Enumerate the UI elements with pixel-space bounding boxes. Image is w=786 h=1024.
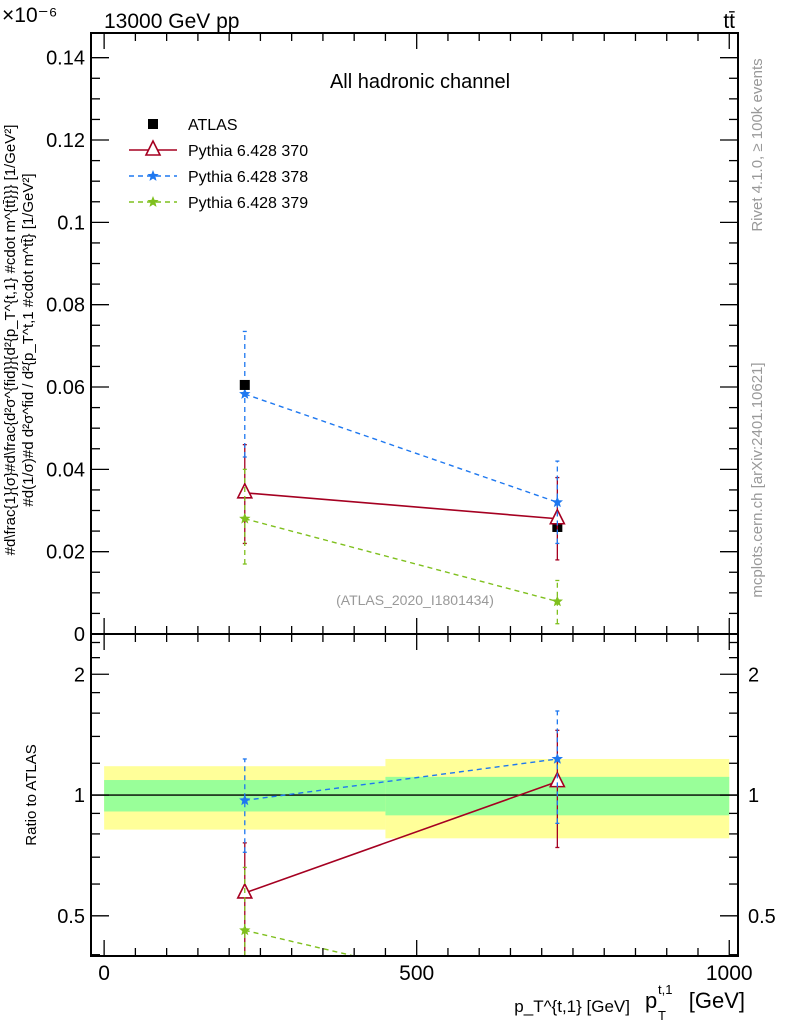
legend-p370-marker <box>144 139 162 156</box>
x-tick-label: 0 <box>98 962 110 985</box>
main-y-tick-label: 0.14 <box>46 48 85 70</box>
legend-p379-marker <box>147 196 159 207</box>
chart-title: All hadronic channel <box>330 71 510 93</box>
main-y-axis-label: #d\frac{1}{σ}#d\frac{d²σ^{fid}}{d²{p_T^{… <box>2 125 19 556</box>
main-p379-marker <box>551 595 563 607</box>
main-y-tick-label: 0.02 <box>46 542 85 564</box>
ratio-p379-line <box>244 929 355 957</box>
main-p378-marker <box>239 388 251 399</box>
legend-label: Pythia 6.428 379 <box>188 195 308 212</box>
x-label-p: p <box>645 988 657 1013</box>
main-y-tick-label: 0.04 <box>46 459 85 481</box>
main-p378-marker <box>551 496 563 508</box>
ratio-y-tick-label: 2 <box>748 664 759 686</box>
ratio-p378-line <box>244 758 558 802</box>
legend-label: Pythia 6.428 378 <box>188 169 308 186</box>
ratio-y-tick-label: 0.5 <box>748 906 776 928</box>
analysis-tag: (ATLAS_2020_I1801434) <box>336 592 494 608</box>
x-tick-label: 1000 <box>706 962 753 985</box>
ratio-p378-marker <box>239 794 251 806</box>
main-p379-line <box>244 518 558 603</box>
ratio-y-tick-label: 1 <box>748 785 759 807</box>
legend-atlas-marker <box>148 119 158 129</box>
legend-p378-marker <box>147 170 159 181</box>
ratio-y-tick-label: 1 <box>74 785 85 807</box>
x-label-sup: t,1 <box>658 982 672 997</box>
main-y-tick-label: 0.08 <box>46 295 85 317</box>
legend-label: Pythia 6.428 370 <box>188 143 308 160</box>
ratio-y-tick-label: 0.5 <box>57 906 85 928</box>
main-p379-marker <box>239 512 251 524</box>
rivet-label: Rivet 4.1.0, ≥ 100k events <box>749 58 766 231</box>
ratio-y-tick-label: 2 <box>74 664 85 686</box>
main-y-tick-label: 0 <box>74 624 85 646</box>
main-p378-line <box>244 393 558 503</box>
main-y-axis-label-display: #d(1/σ)#d d²σ^fid / d²{p_T^t,1 #cdot m^t… <box>20 173 37 506</box>
x-label-unit: [GeV] <box>689 988 745 1013</box>
main-y-tick-label: 0.1 <box>57 212 85 234</box>
x-axis-label: p_T^{t,1} [GeV] p t,1 T [GeV] <box>514 982 745 1023</box>
x-label-sub: T <box>658 1008 666 1023</box>
exponent-label: ×10⁻⁶ <box>2 4 57 27</box>
x-label-raw: p_T^{t,1} [GeV] <box>514 997 630 1016</box>
main-atlas-point <box>239 379 250 390</box>
ratio-p378-marker <box>551 753 563 764</box>
main-y-tick-label: 0.06 <box>46 377 85 399</box>
mcplots-label: mcplots.cern.ch [arXiv:2401.10621] <box>749 362 766 597</box>
ratio-y-axis-label: Ratio to ATLAS <box>23 744 40 845</box>
main-y-tick-label: 0.12 <box>46 130 85 152</box>
x-tick-label: 500 <box>399 962 434 985</box>
energy-label: 13000 GeV pp <box>104 10 239 33</box>
legend-label: ATLAS <box>188 117 238 134</box>
ratio-p370-line <box>244 780 558 894</box>
ratio-p379-marker <box>239 924 251 936</box>
main-p370-line <box>244 492 558 520</box>
legend: ATLAS Pythia 6.428 370 Pythia 6.428 378 Pyt… <box>129 117 308 212</box>
process-label: tt̄ <box>723 10 735 33</box>
